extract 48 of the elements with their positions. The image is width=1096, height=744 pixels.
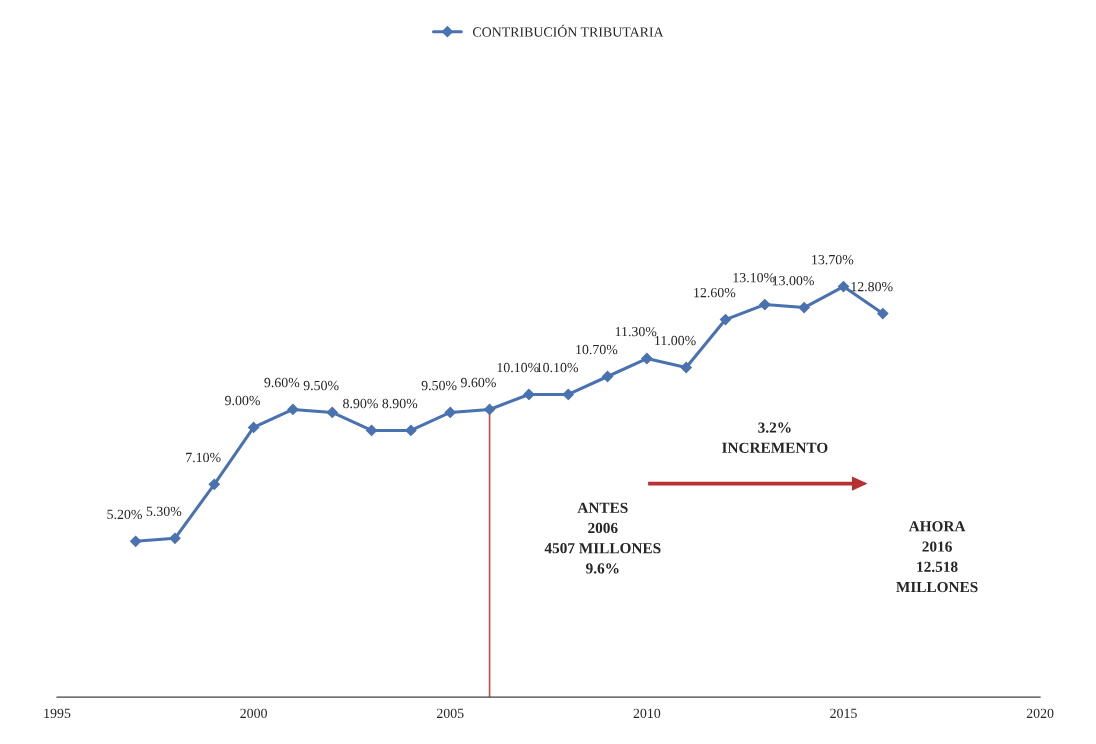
point	[759, 298, 771, 311]
point	[680, 361, 692, 374]
point	[208, 478, 220, 490]
point	[877, 307, 889, 320]
point	[287, 403, 299, 416]
data-label: 9.50%	[303, 380, 339, 391]
data-label: 11.30%	[615, 326, 657, 337]
point	[719, 313, 732, 326]
annotation: ANTES 2006 4507 MILLONES 9.6%	[544, 502, 661, 574]
x-tick-label: 2005	[436, 708, 464, 719]
point	[405, 424, 417, 437]
data-label: 9.60%	[460, 377, 496, 388]
x-tick-label: 2010	[633, 708, 661, 719]
data-label: 8.90%	[343, 398, 378, 409]
point	[601, 370, 614, 383]
data-label: 13.70%	[812, 254, 854, 265]
x-tick-label: 2020	[1026, 708, 1054, 719]
data-label: 12.60%	[694, 287, 736, 298]
legend-label: CONTRIBUCIÓN TRIBUTARIA	[472, 24, 664, 37]
x-tick-label: 2000	[240, 708, 267, 719]
point	[248, 421, 260, 434]
point	[444, 406, 456, 419]
data-label: 9.60%	[264, 377, 300, 388]
annotation: 3.2% INCREMENTO	[722, 422, 828, 453]
data-label: 9.50%	[421, 380, 457, 391]
annotation: AHORA 2016 12.518 MILLONES	[896, 521, 978, 593]
point	[523, 388, 535, 401]
point	[130, 535, 142, 547]
data-label: 8.90%	[382, 398, 418, 409]
point	[326, 406, 338, 419]
data-label: 12.80%	[851, 281, 893, 292]
point	[837, 280, 850, 293]
data-label: 5.20%	[107, 509, 142, 520]
data-label: 13.10%	[733, 272, 775, 283]
data-label: 11.00%	[655, 335, 696, 346]
data-label: 9.00%	[225, 395, 260, 406]
point	[169, 532, 181, 544]
point	[483, 403, 496, 416]
data-label: 7.10%	[186, 452, 221, 463]
data-label: 13.00%	[772, 275, 814, 286]
data-label: 10.10%	[497, 362, 539, 373]
x-tick-label: 1995	[44, 708, 71, 719]
data-label: 5.30%	[146, 506, 182, 517]
data-label: 10.70%	[576, 344, 618, 355]
data-label: 10.10%	[536, 362, 579, 373]
point	[641, 352, 653, 365]
point	[798, 301, 810, 314]
x-tick-label: 2015	[830, 708, 857, 719]
